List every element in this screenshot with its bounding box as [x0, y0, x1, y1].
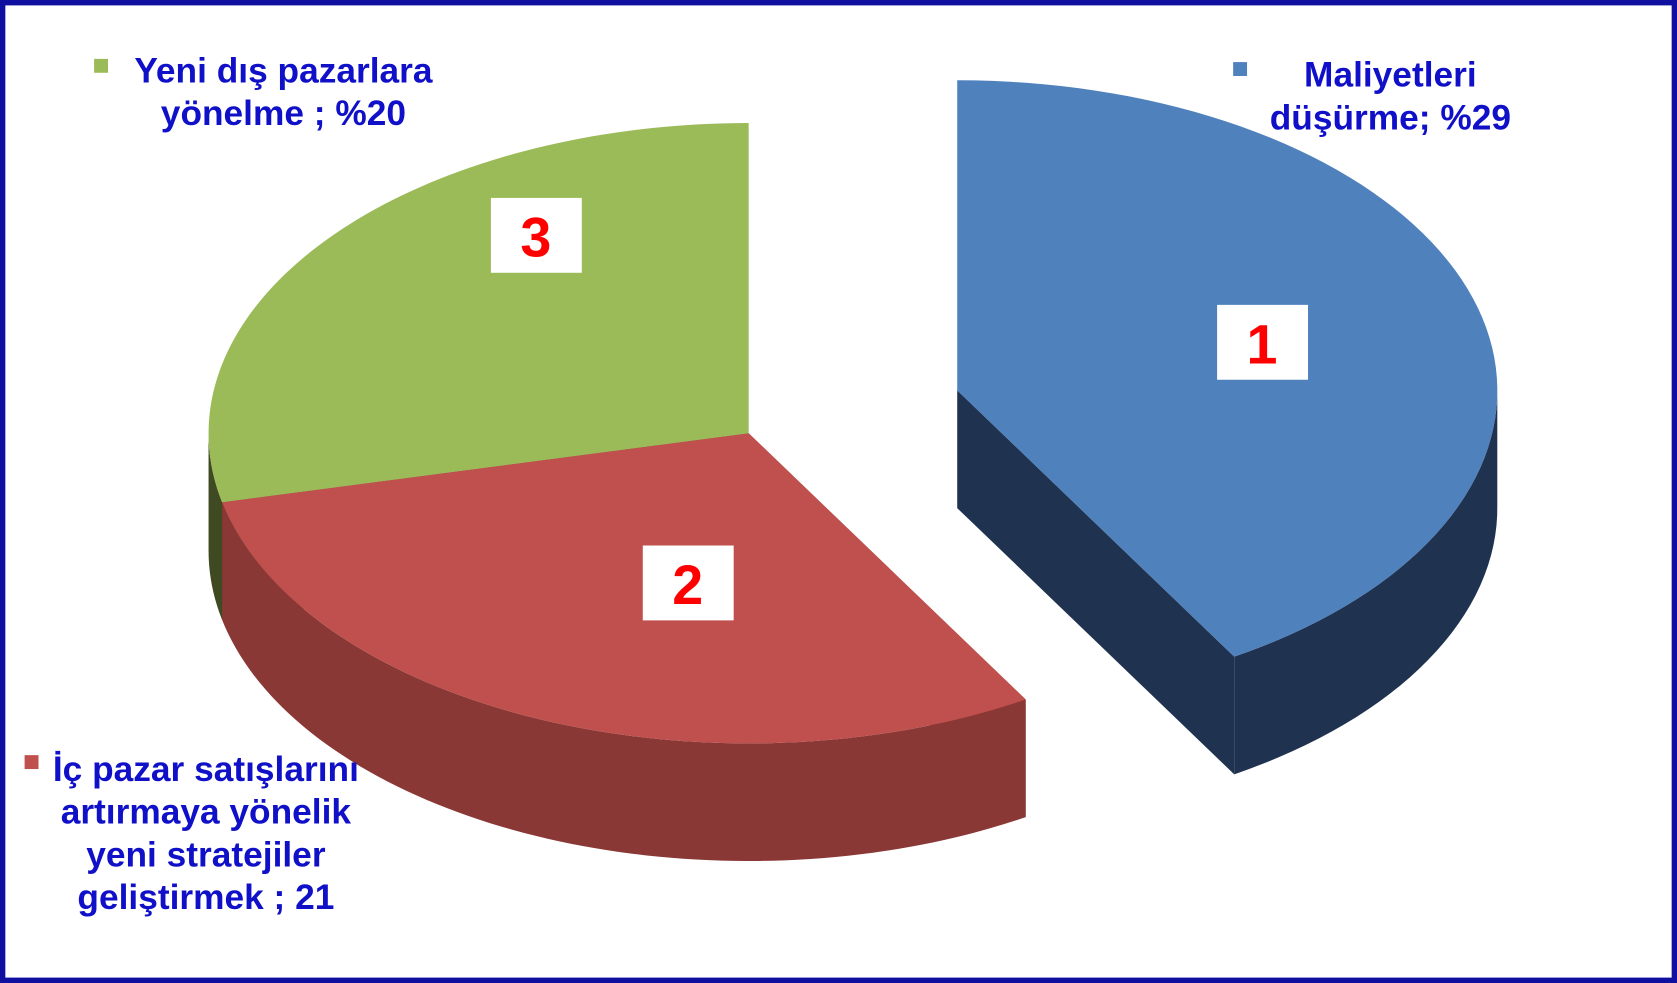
- slice-side: [957, 390, 1235, 775]
- slice-number: 3: [520, 206, 551, 268]
- data-label: Maliyetleri düşürme; %29: [1269, 54, 1511, 137]
- legend-marker: [94, 58, 109, 73]
- legend-marker: [24, 755, 39, 770]
- data-label: İç pazar satışlarını artırmaya yönelik y…: [52, 748, 359, 917]
- data-label: Yeni dış pazarlara yönelme ; %20: [134, 50, 433, 133]
- number-box: [1217, 304, 1309, 380]
- slice-wall: [1234, 387, 1498, 775]
- slice-wall: [222, 502, 1026, 862]
- slice-number: 2: [672, 554, 703, 616]
- number-box: [642, 545, 734, 621]
- slice: [208, 123, 749, 503]
- legend-marker: [1233, 62, 1248, 76]
- label-box: Yeni dış pazarlara yönelme ; %20: [134, 50, 433, 133]
- slice: [222, 433, 1026, 744]
- label-box: İç pazar satışlarını artırmaya yönelik y…: [52, 748, 359, 917]
- slice-wall: [208, 433, 223, 620]
- label-box: Maliyetleri düşürme; %29: [1269, 54, 1511, 137]
- labels: 1 Maliyetleri düşürme; %29 2 İç pazar satış…: [24, 50, 1511, 917]
- number-box: [490, 197, 582, 273]
- slice-number: 1: [1247, 313, 1278, 375]
